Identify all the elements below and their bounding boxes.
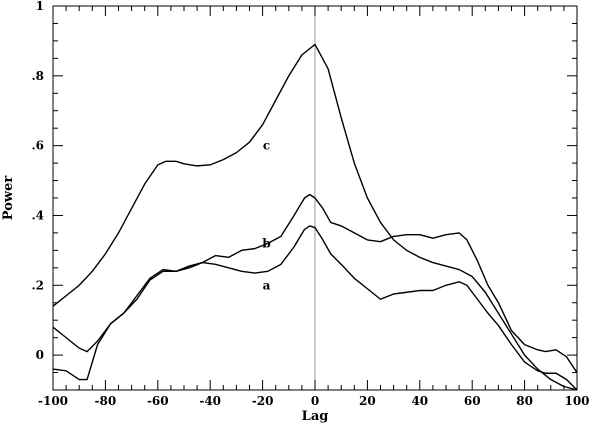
series-line-b bbox=[52, 193, 578, 373]
y-tick-label: 0 bbox=[36, 348, 44, 362]
x-tick-label: 0 bbox=[311, 394, 319, 408]
y-tick-label: .2 bbox=[31, 278, 44, 292]
series-line-a bbox=[52, 225, 578, 391]
x-tick-label: 40 bbox=[411, 394, 428, 408]
x-tick-label: 20 bbox=[359, 394, 376, 408]
y-tick-label: 1 bbox=[36, 0, 44, 13]
y-tick-label: .8 bbox=[31, 69, 44, 83]
y-axis-title: Power bbox=[1, 176, 16, 221]
x-tick-label: -40 bbox=[199, 394, 221, 408]
x-tick-label: -20 bbox=[252, 394, 274, 408]
x-axis-title: Lag bbox=[302, 409, 329, 424]
y-tick-label: .6 bbox=[31, 139, 44, 153]
x-tick-label: 80 bbox=[516, 394, 533, 408]
curve-label-c: c bbox=[263, 139, 270, 153]
series-line-c bbox=[52, 43, 578, 391]
x-tick-label: -100 bbox=[38, 394, 68, 408]
x-tick-label: 60 bbox=[464, 394, 481, 408]
plot-frame bbox=[52, 5, 578, 391]
y-tick-label: .4 bbox=[31, 208, 44, 222]
x-tick-label: 100 bbox=[564, 394, 589, 408]
curve-label-a: a bbox=[263, 278, 271, 292]
x-tick-label: -80 bbox=[95, 394, 117, 408]
x-tick-label: -60 bbox=[147, 394, 169, 408]
curve-label-b: b bbox=[262, 236, 270, 250]
